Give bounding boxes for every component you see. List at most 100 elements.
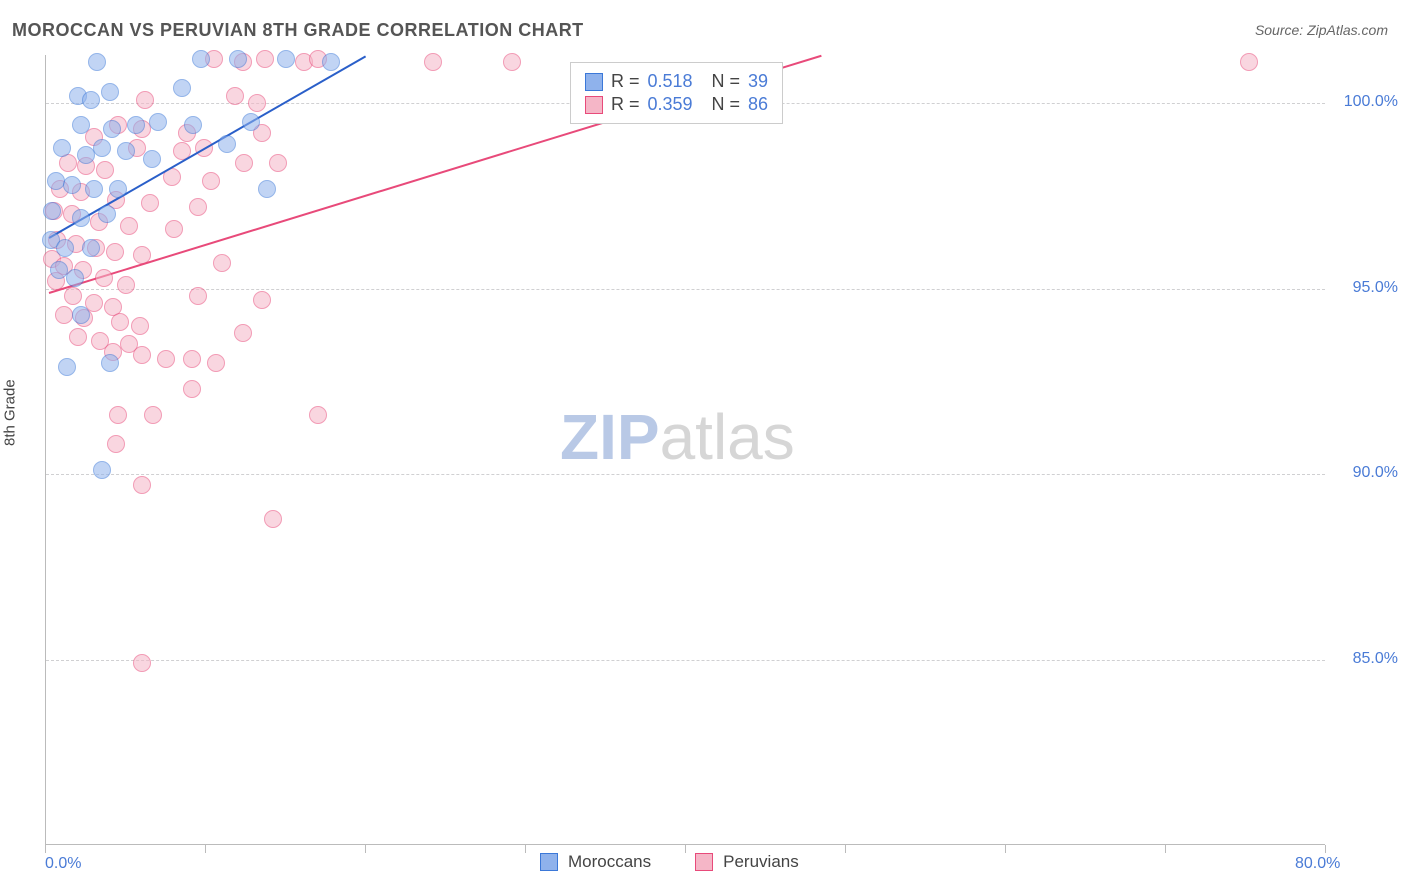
source-label: Source: ZipAtlas.com bbox=[1255, 22, 1388, 38]
data-point bbox=[133, 246, 151, 264]
data-point bbox=[192, 50, 210, 68]
data-point bbox=[56, 239, 74, 257]
text-R: R = bbox=[611, 94, 640, 115]
data-point bbox=[72, 116, 90, 134]
series-legend: Moroccans Peruvians bbox=[540, 852, 799, 872]
data-point bbox=[64, 287, 82, 305]
data-point bbox=[229, 50, 247, 68]
data-point bbox=[234, 324, 252, 342]
data-point bbox=[43, 202, 61, 220]
gridline-h bbox=[46, 289, 1325, 290]
data-point bbox=[183, 380, 201, 398]
data-point bbox=[63, 176, 81, 194]
data-point bbox=[242, 113, 260, 131]
xtick-label: 80.0% bbox=[1295, 855, 1340, 873]
data-point bbox=[213, 254, 231, 272]
data-point bbox=[253, 291, 271, 309]
r-value-peruvians: 0.359 bbox=[648, 94, 704, 115]
legend-row-moroccans: R = 0.518 N = 39 bbox=[585, 71, 768, 92]
gridline-h bbox=[46, 660, 1325, 661]
data-point bbox=[133, 346, 151, 364]
xtick-label: 0.0% bbox=[45, 855, 81, 873]
data-point bbox=[322, 53, 340, 71]
swatch-peruvians bbox=[695, 853, 713, 871]
n-value-peruvians: 86 bbox=[748, 94, 768, 115]
ytick-label: 100.0% bbox=[1344, 93, 1398, 111]
y-axis-label: 8th Grade bbox=[2, 379, 19, 446]
data-point bbox=[117, 276, 135, 294]
data-point bbox=[189, 198, 207, 216]
ytick-label: 95.0% bbox=[1353, 279, 1398, 297]
data-point bbox=[503, 53, 521, 71]
gridline-h bbox=[46, 474, 1325, 475]
data-point bbox=[127, 116, 145, 134]
data-point bbox=[120, 217, 138, 235]
data-point bbox=[72, 209, 90, 227]
data-point bbox=[85, 180, 103, 198]
data-point bbox=[55, 306, 73, 324]
text-N: N = bbox=[712, 71, 741, 92]
ytick-label: 85.0% bbox=[1353, 650, 1398, 668]
data-point bbox=[82, 239, 100, 257]
data-point bbox=[53, 139, 71, 157]
data-point bbox=[98, 205, 116, 223]
data-point bbox=[226, 87, 244, 105]
data-point bbox=[165, 220, 183, 238]
data-point bbox=[72, 306, 90, 324]
swatch-moroccans bbox=[540, 853, 558, 871]
data-point bbox=[93, 139, 111, 157]
data-point bbox=[69, 328, 87, 346]
correlation-legend: R = 0.518 N = 39 R = 0.359 N = 86 bbox=[570, 62, 783, 124]
data-point bbox=[136, 91, 154, 109]
chart-title: MOROCCAN VS PERUVIAN 8TH GRADE CORRELATI… bbox=[12, 20, 584, 41]
data-point bbox=[218, 135, 236, 153]
data-point bbox=[157, 350, 175, 368]
text-N: N = bbox=[712, 94, 741, 115]
label-moroccans: Moroccans bbox=[568, 852, 651, 872]
data-point bbox=[109, 406, 127, 424]
data-point bbox=[96, 161, 114, 179]
data-point bbox=[143, 150, 161, 168]
data-point bbox=[133, 476, 151, 494]
data-point bbox=[95, 269, 113, 287]
data-point bbox=[109, 180, 127, 198]
r-value-moroccans: 0.518 bbox=[648, 71, 704, 92]
data-point bbox=[117, 142, 135, 160]
ytick-label: 90.0% bbox=[1353, 464, 1398, 482]
xtick-mark bbox=[365, 845, 366, 853]
data-point bbox=[101, 83, 119, 101]
data-point bbox=[149, 113, 167, 131]
data-point bbox=[264, 510, 282, 528]
swatch-moroccans bbox=[585, 73, 603, 91]
data-point bbox=[183, 350, 201, 368]
data-point bbox=[189, 287, 207, 305]
data-point bbox=[184, 116, 202, 134]
data-point bbox=[66, 269, 84, 287]
data-point bbox=[141, 194, 159, 212]
legend-row-peruvians: R = 0.359 N = 86 bbox=[585, 94, 768, 115]
data-point bbox=[88, 53, 106, 71]
data-point bbox=[269, 154, 287, 172]
data-point bbox=[207, 354, 225, 372]
data-point bbox=[101, 354, 119, 372]
data-point bbox=[1240, 53, 1258, 71]
xtick-mark bbox=[1005, 845, 1006, 853]
data-point bbox=[93, 461, 111, 479]
text-R: R = bbox=[611, 71, 640, 92]
xtick-mark bbox=[45, 845, 46, 853]
xtick-mark bbox=[1165, 845, 1166, 853]
xtick-mark bbox=[1325, 845, 1326, 853]
plot-area bbox=[45, 55, 1325, 845]
data-point bbox=[82, 91, 100, 109]
data-point bbox=[424, 53, 442, 71]
data-point bbox=[107, 435, 125, 453]
data-point bbox=[144, 406, 162, 424]
data-point bbox=[277, 50, 295, 68]
data-point bbox=[131, 317, 149, 335]
data-point bbox=[248, 94, 266, 112]
xtick-mark bbox=[525, 845, 526, 853]
data-point bbox=[235, 154, 253, 172]
data-point bbox=[173, 79, 191, 97]
data-point bbox=[256, 50, 274, 68]
data-point bbox=[258, 180, 276, 198]
